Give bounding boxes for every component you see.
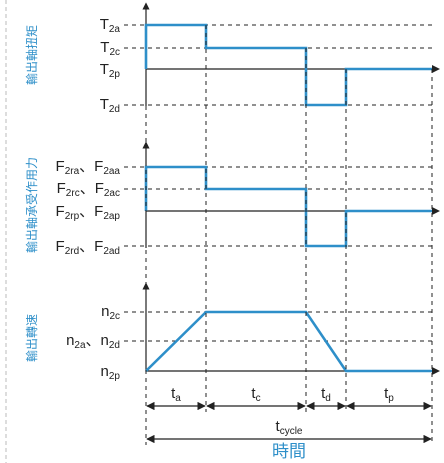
time-dividers — [145, 25, 433, 445]
speed-label-ad: n2a、n2d — [66, 332, 120, 351]
segment-label-tp: tp — [384, 385, 394, 404]
force-label-d: F2rd、F2ad — [56, 238, 120, 257]
speed-label-c: n2c — [101, 303, 120, 322]
torque-label-d: T2d — [100, 96, 120, 115]
panel3-ylabel: 輸出轉速 — [24, 314, 39, 362]
torque-label-a: T2a — [100, 16, 121, 35]
force-label-a: F2ra、F2aa — [56, 158, 121, 177]
panel-force: F2ra、F2aa F2rc、F2ac F2rp、F2ap F2rd、F2ad — [56, 141, 440, 257]
speed-label-p: n2p — [101, 363, 121, 382]
torque-label-c: T2c — [100, 39, 120, 58]
panel1-x-arrow — [432, 65, 440, 73]
segment-label-td: td — [321, 385, 331, 404]
panel-speed: n2c n2a、n2d n2p — [66, 282, 440, 382]
x-axis-title: 時間 — [272, 442, 306, 462]
panel1-ylabel: 輸出軸扭矩 — [24, 25, 39, 85]
panel3-x-arrow — [432, 367, 440, 375]
panel2-x-arrow — [432, 207, 440, 215]
panel1-signal — [144, 23, 432, 107]
panel2-signal — [144, 165, 432, 248]
panel-torque: T2a T2c T2p T2d — [100, 2, 440, 115]
panel2-ylabel: 輸出軸承受作用力 — [24, 157, 39, 253]
cycle-label: tcycle — [276, 418, 303, 437]
segment-label-tc: tc — [251, 385, 260, 404]
torque-label-p: T2p — [100, 61, 121, 80]
force-label-c: F2rc、F2ac — [57, 180, 120, 199]
force-label-p: F2rp、F2ap — [56, 203, 121, 222]
segment-label-ta: ta — [171, 385, 181, 404]
segment-dimensions: ta tc td tp tcycle — [146, 385, 432, 444]
